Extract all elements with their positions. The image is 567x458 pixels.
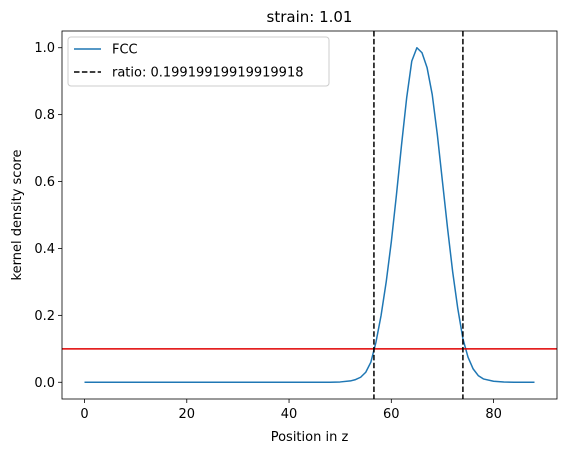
axes-frame [61, 30, 558, 400]
y-tick-label-3: 0.6 [34, 175, 55, 190]
x-tick-label-1: 20 [178, 407, 195, 422]
x-axis-label: Position in z [271, 430, 349, 445]
x-tick-label-3: 60 [383, 407, 400, 422]
x-tick-label-0: 0 [80, 407, 88, 422]
legend-entry-ratio: ratio: 0.19919919919919918 [112, 66, 304, 81]
y-axis-label: kernel density score [10, 150, 25, 281]
y-tick-label-0: 0.0 [34, 376, 55, 391]
y-axis: 0.0 0.2 0.4 0.6 0.8 1.0 [34, 41, 62, 391]
chart-title: strain: 1.01 [267, 8, 353, 26]
x-tick-label-4: 80 [485, 407, 502, 422]
legend-entry-fcc: FCC [112, 43, 138, 58]
legend-box [67, 36, 330, 87]
y-tick-label-4: 0.8 [34, 108, 55, 123]
y-tick-label-2: 0.4 [34, 242, 55, 257]
plot-area [62, 31, 557, 399]
x-axis: 0 20 40 60 80 [80, 399, 502, 422]
y-tick-label-1: 0.2 [34, 309, 55, 324]
y-tick-label-5: 1.0 [34, 41, 55, 56]
x-tick-label-2: 40 [281, 407, 298, 422]
series-line-0 [84, 46, 535, 384]
legend: FCC ratio: 0.19919919919919918 [67, 36, 330, 87]
